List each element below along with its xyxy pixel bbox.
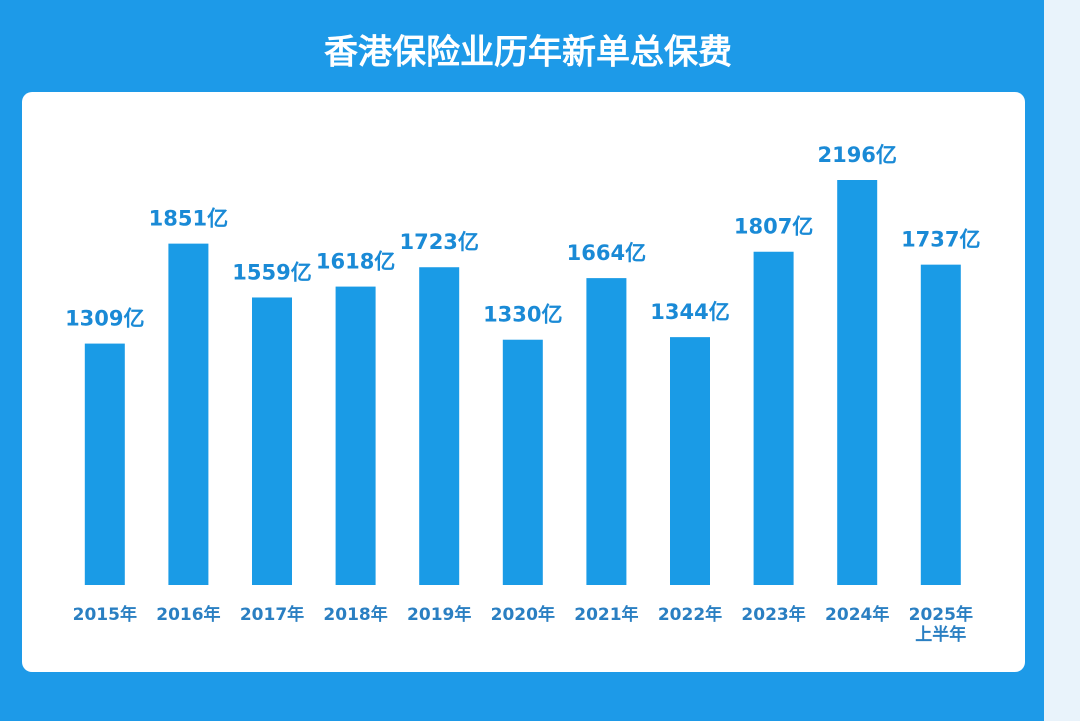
x-tick-label: 2019年 [407, 604, 471, 625]
x-tick-label: 2021年 [574, 604, 638, 625]
x-tick-label: 2022年 [658, 604, 722, 625]
bar [252, 297, 292, 585]
bar [419, 267, 460, 585]
bar [920, 264, 961, 585]
edge-strip [1044, 0, 1080, 721]
x-tick-label: 2025年上半年 [909, 604, 973, 645]
x-tick-label: 2015年 [73, 604, 137, 625]
value-label: 1807亿 [734, 215, 813, 239]
value-label: 1618亿 [316, 250, 395, 274]
x-tick-label: 2023年 [741, 604, 805, 625]
bar [586, 278, 627, 585]
bar [837, 180, 878, 585]
value-label: 1737亿 [901, 228, 980, 252]
bar [753, 251, 794, 585]
value-label: 1664亿 [567, 241, 646, 265]
bar [168, 243, 209, 585]
value-label: 1723亿 [399, 230, 478, 254]
value-label: 1559亿 [232, 260, 311, 284]
value-label: 1330亿 [483, 303, 562, 327]
bar [502, 339, 543, 585]
value-label: 1851亿 [149, 207, 228, 231]
bar [84, 343, 125, 585]
x-tick-label: 2018年 [323, 604, 387, 625]
x-tick-label: 2024年 [825, 604, 889, 625]
value-label: 1344亿 [650, 300, 729, 324]
bar [670, 337, 710, 585]
value-label: 1309亿 [65, 307, 144, 331]
x-tick-label: 2017年 [240, 604, 304, 625]
x-tick-label: 2020年 [491, 604, 555, 625]
x-tick-label: 2016年 [156, 604, 220, 625]
value-label: 2196亿 [817, 143, 896, 167]
bar [335, 286, 376, 585]
chart-title: 香港保险业历年新单总保费 [324, 33, 732, 73]
